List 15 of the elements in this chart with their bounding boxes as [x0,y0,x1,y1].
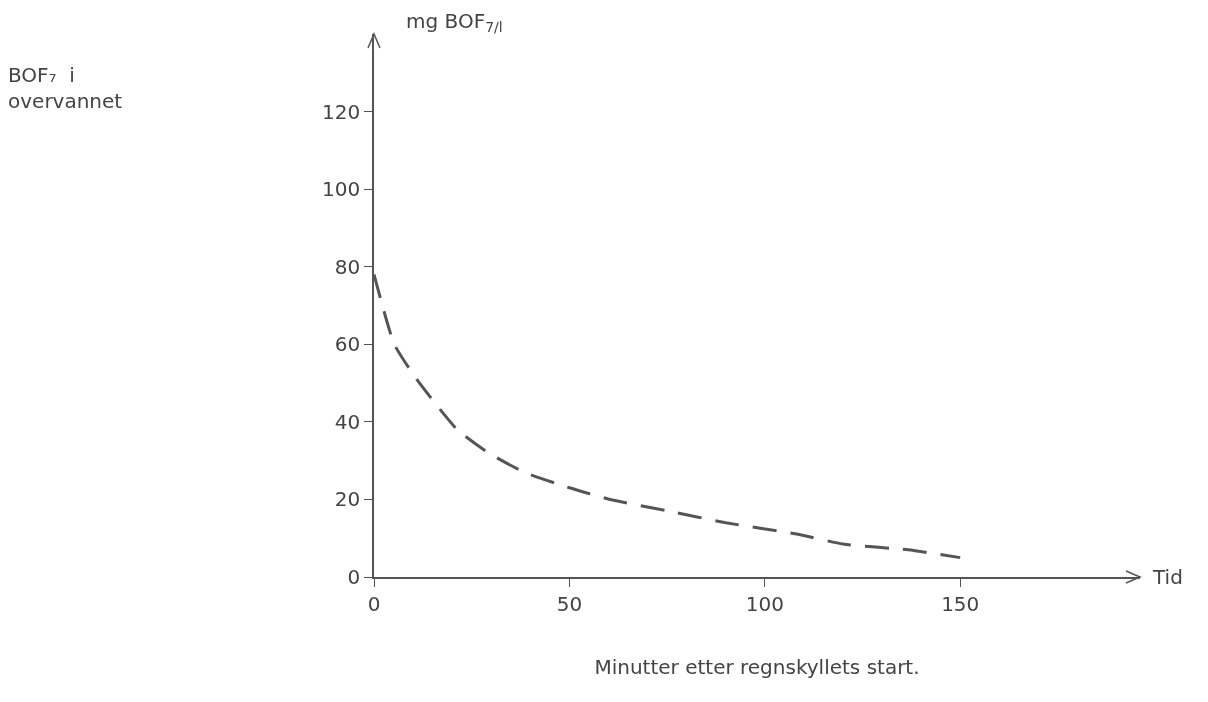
x-tick-label: 150 [941,591,980,616]
y-tick-label: 20 [334,487,361,512]
x-tick-label: 50 [556,591,583,616]
y-tick-label: 0 [347,565,361,589]
x-axis-title: Minutter etter regnskyllets start. [594,654,920,679]
text: Tid [1152,565,1183,589]
y-tick-label: 100 [322,177,361,202]
text: BOF₇ i overvannet [8,63,123,113]
x-tick-label: 100 [745,591,784,616]
y-tick-label: 60 [334,332,361,357]
y-tick-label: 40 [334,409,361,434]
y-tick-label: 120 [322,99,361,124]
x-tick-label: 0 [367,591,381,616]
y-axis-title: mg BOF$_{7/l}$ [406,9,503,36]
y-tick-label: 80 [334,254,361,279]
